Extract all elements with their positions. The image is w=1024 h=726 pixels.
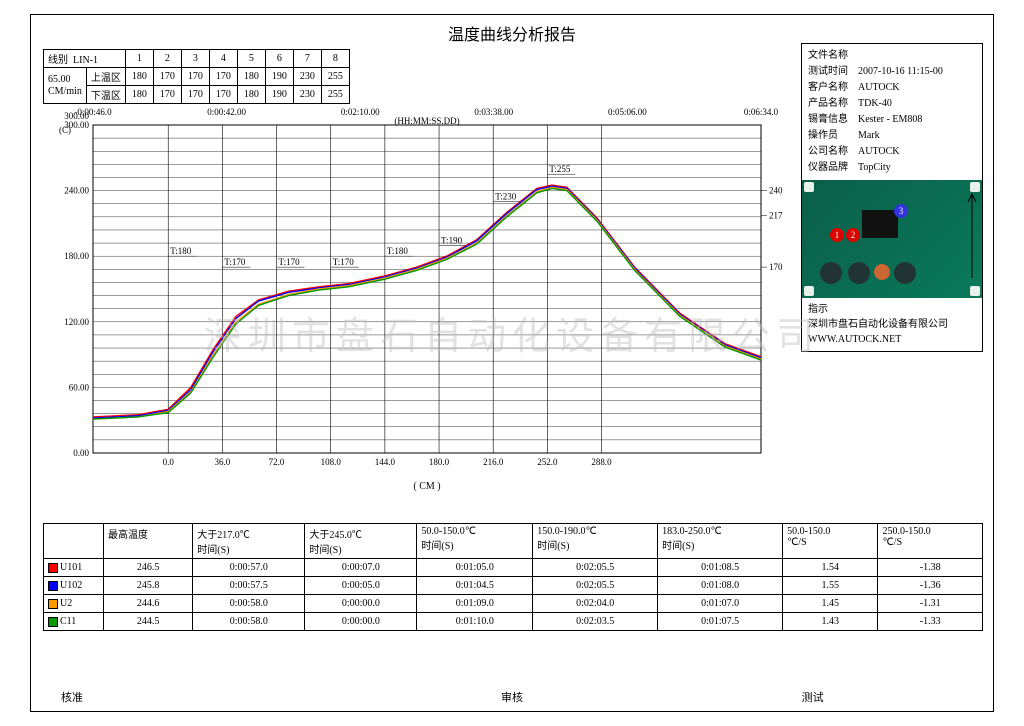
- svg-text:(C): (C): [59, 125, 71, 135]
- info-panel: 文件名称 测试时间2007-10-16 11:15-00 客户名称AUTOCK …: [801, 43, 983, 352]
- svg-text:T:190: T:190: [441, 235, 463, 245]
- svg-text:(HH:MM:SS.DD): (HH:MM:SS.DD): [394, 116, 459, 126]
- svg-text:36.0: 36.0: [215, 457, 231, 467]
- info-value: TDK-40: [858, 98, 892, 109]
- info-label: 公司名称: [808, 144, 858, 160]
- svg-text:170: 170: [769, 262, 783, 272]
- info-label: 客户名称: [808, 80, 858, 96]
- svg-text:0:02:10.00: 0:02:10.00: [341, 107, 380, 117]
- info-label: 操作员: [808, 128, 858, 144]
- svg-text:0:00:42.00: 0:00:42.00: [207, 107, 246, 117]
- info-label: 锡膏信息: [808, 112, 858, 128]
- svg-text:T:255: T:255: [549, 164, 571, 174]
- pcb-image: 1 2 3: [802, 180, 982, 298]
- svg-text:144.0: 144.0: [375, 457, 396, 467]
- svg-text:( CM ): ( CM ): [413, 481, 440, 492]
- svg-text:T:170: T:170: [333, 257, 355, 267]
- info-label: 产品名称: [808, 96, 858, 112]
- info-value: 2007-10-16 11:15-00: [858, 66, 943, 77]
- svg-text:T:230: T:230: [495, 192, 517, 202]
- zone-table: 线别 LIN-11234567865.00CM/min上温区1801701701…: [43, 49, 350, 104]
- svg-text:252.0: 252.0: [537, 457, 558, 467]
- info-label: 仪器品牌: [808, 160, 858, 176]
- pcb-marker-2-icon: 2: [846, 228, 860, 242]
- sign-row: 核准 审核 测试: [61, 689, 963, 705]
- svg-text:72.0: 72.0: [269, 457, 285, 467]
- svg-text:T:170: T:170: [224, 257, 246, 267]
- svg-text:180.0: 180.0: [429, 457, 450, 467]
- svg-text:180.00: 180.00: [64, 251, 89, 261]
- svg-text:T:180: T:180: [387, 246, 409, 256]
- info-value: TopCity: [858, 162, 891, 173]
- info-value: AUTOCK: [858, 146, 899, 157]
- info-value: Mark: [858, 130, 880, 141]
- svg-text:120.00: 120.00: [64, 317, 89, 327]
- svg-text:0:05:06.00: 0:05:06.00: [608, 107, 647, 117]
- svg-text:240.00: 240.00: [64, 186, 89, 196]
- svg-text:0:06:34.0: 0:06:34.0: [744, 107, 779, 117]
- svg-text:216.0: 216.0: [483, 457, 504, 467]
- svg-text:0.0: 0.0: [163, 457, 175, 467]
- remark-line2: WWW.AUTOCK.NET: [808, 332, 976, 347]
- svg-text:T:180: T:180: [170, 246, 192, 256]
- svg-text:288.0: 288.0: [591, 457, 612, 467]
- temperature-chart: 0.0060.00120.00180.00240.00300.00300.00(…: [43, 103, 789, 493]
- svg-text:108.0: 108.0: [321, 457, 342, 467]
- svg-text:240: 240: [769, 186, 783, 196]
- svg-text:T:170: T:170: [279, 257, 301, 267]
- svg-text:0.00: 0.00: [73, 448, 89, 458]
- sign-approve: 核准: [61, 689, 362, 705]
- svg-text:0:03:38.00: 0:03:38.00: [474, 107, 513, 117]
- pcb-marker-1-icon: 1: [830, 228, 844, 242]
- info-label: 文件名称: [808, 48, 858, 64]
- remark-line1: 深圳市盘石自动化设备有限公司: [808, 317, 976, 332]
- svg-text:217: 217: [769, 211, 783, 221]
- pcb-marker-3-icon: 3: [894, 204, 908, 218]
- info-value: Kester - EM808: [858, 114, 922, 125]
- data-table: 最高温度大于217.0℃时间(S)大于245.0℃时间(S)50.0-150.0…: [43, 523, 983, 631]
- info-value: AUTOCK: [858, 82, 899, 93]
- info-label: 测试时间: [808, 64, 858, 80]
- sign-review: 审核: [362, 689, 663, 705]
- svg-text:-0:00:46.0: -0:00:46.0: [74, 107, 112, 117]
- direction-arrow-icon: [966, 190, 978, 288]
- remark-label: 指示: [808, 302, 976, 317]
- sign-test: 测试: [662, 689, 963, 705]
- svg-text:60.00: 60.00: [69, 382, 90, 392]
